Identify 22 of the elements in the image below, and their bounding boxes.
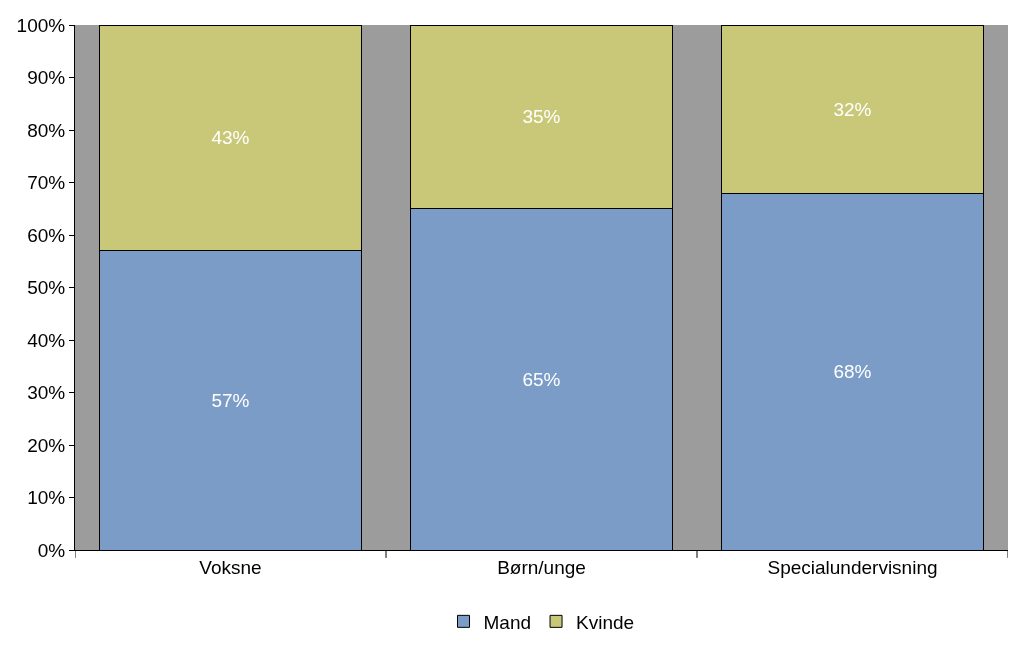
y-tick-label: 10% — [27, 487, 66, 509]
data-label: 35% — [522, 106, 561, 128]
y-tick-label: 80% — [27, 119, 66, 141]
data-label: 32% — [833, 98, 872, 120]
legend-label: Kvinde — [576, 611, 635, 633]
x-tick-label: Børn/unge — [497, 556, 586, 578]
data-label: 43% — [211, 127, 250, 149]
y-tick-label: 90% — [27, 67, 66, 89]
legend-label: Mand — [483, 611, 532, 633]
y-tick-label: 50% — [27, 277, 66, 299]
data-label: 65% — [522, 368, 561, 390]
data-label: 68% — [833, 361, 872, 382]
y-tick-label: 60% — [27, 224, 66, 246]
y-tick-label: 40% — [27, 329, 66, 351]
data-label: 57% — [211, 389, 250, 411]
x-tick-label: Specialundervisning — [767, 556, 938, 578]
y-tick-label: 30% — [27, 382, 66, 404]
y-tick-label: 0% — [37, 539, 66, 561]
y-tick-label: 70% — [27, 172, 66, 194]
y-tick-label: 100% — [16, 14, 66, 36]
x-tick-label: Voksne — [199, 556, 262, 578]
y-tick-label: 20% — [27, 434, 66, 456]
